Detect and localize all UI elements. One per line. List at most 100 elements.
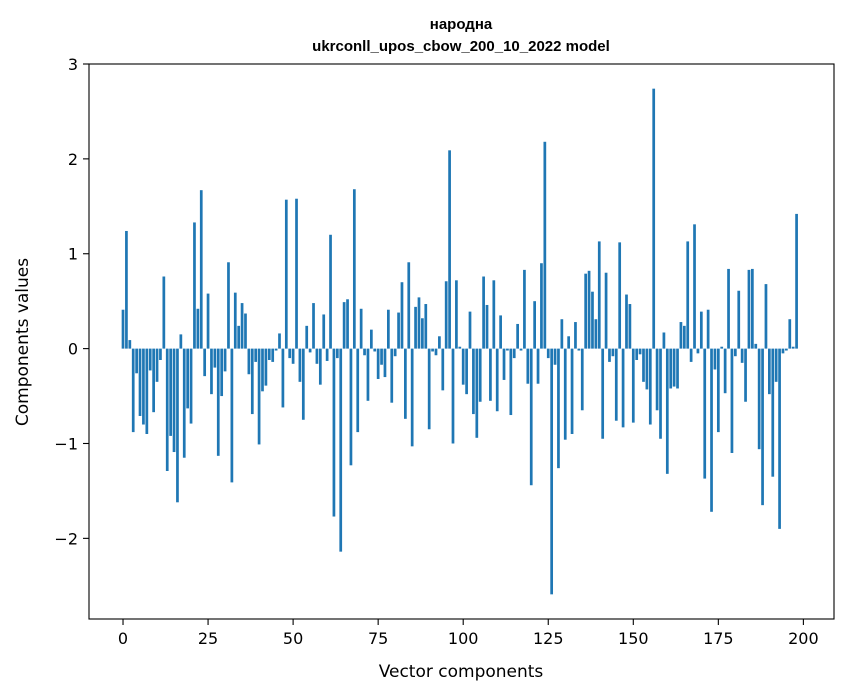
bar [788, 319, 792, 349]
bar [199, 190, 203, 349]
bar [148, 348, 152, 371]
bar [495, 348, 499, 412]
bar [193, 222, 196, 349]
bar [795, 213, 798, 349]
x-tick-label: 175 [703, 629, 734, 648]
bar [424, 304, 428, 349]
x-tick-label: 200 [788, 629, 819, 648]
bar [438, 336, 441, 349]
bar [764, 284, 768, 349]
bar [186, 348, 190, 409]
bar [693, 224, 696, 349]
bar [706, 309, 710, 349]
bar [291, 348, 295, 364]
bar [284, 199, 288, 349]
x-axis-ticks: 0 25 50 75 100 125 150 175 200 [118, 619, 819, 648]
bar [761, 348, 764, 506]
bar [553, 348, 557, 365]
bar [216, 348, 220, 456]
bar [145, 348, 149, 434]
bar [397, 312, 400, 349]
bar [305, 325, 309, 349]
x-tick-label: 125 [533, 629, 564, 648]
y-tick-label: 0 [68, 340, 78, 359]
bar [774, 348, 778, 382]
bar [329, 234, 332, 349]
bar [723, 348, 727, 394]
bar [485, 304, 489, 349]
bar [591, 291, 594, 349]
bar [417, 297, 421, 349]
bar [121, 309, 125, 349]
bar [383, 348, 387, 378]
bar [159, 348, 162, 360]
bar [257, 348, 261, 445]
bar [312, 303, 315, 349]
bar [635, 348, 639, 360]
bar [244, 313, 247, 349]
bar [478, 348, 482, 402]
bar [393, 348, 397, 357]
bar [543, 141, 547, 349]
y-tick-label: −2 [54, 529, 78, 548]
bar [618, 242, 622, 349]
bar [519, 348, 523, 351]
bar [642, 348, 645, 382]
bar [237, 325, 241, 349]
bar [703, 348, 707, 479]
x-axis-label: Vector components [379, 662, 544, 682]
bar [356, 348, 360, 433]
bar [308, 348, 312, 353]
bar [128, 340, 132, 349]
bar [441, 348, 445, 391]
bar [271, 348, 275, 362]
bar [407, 262, 411, 349]
bar [771, 348, 775, 477]
bar [713, 348, 717, 370]
bar [254, 348, 258, 362]
bar [352, 189, 356, 349]
bar [482, 276, 485, 349]
bar [608, 348, 611, 362]
x-tick-label: 75 [368, 629, 388, 648]
bar [509, 348, 513, 416]
bar [223, 348, 227, 372]
bar [730, 348, 734, 453]
bar [318, 348, 322, 385]
bar [621, 348, 625, 428]
bar [359, 308, 363, 349]
bar [281, 348, 285, 408]
bar [278, 333, 281, 349]
y-tick-label: 3 [68, 55, 78, 74]
bar [727, 268, 730, 349]
bar [295, 198, 298, 349]
bar [659, 348, 662, 439]
bar [465, 348, 468, 395]
bar [288, 348, 292, 359]
bar [169, 348, 172, 436]
bar [342, 302, 346, 349]
bar [376, 348, 380, 379]
bar [604, 272, 608, 349]
bar [210, 348, 213, 395]
chart-title-line-1: народна [430, 16, 493, 33]
bar [781, 348, 785, 354]
bar [247, 348, 251, 375]
bar [716, 348, 720, 433]
bar [686, 241, 690, 349]
bar [179, 334, 183, 349]
bar [349, 348, 353, 466]
bar [434, 348, 438, 356]
bar [516, 323, 519, 349]
bar [274, 348, 278, 351]
bar [669, 348, 673, 389]
bar [298, 348, 302, 382]
bar [631, 348, 635, 423]
bar [502, 348, 506, 380]
chart-title-line-2: ukrconll_upos_cbow_200_10_2022 model [312, 38, 610, 55]
bar [785, 348, 788, 351]
bar [625, 294, 628, 349]
bar [584, 273, 588, 349]
bar [230, 348, 234, 483]
